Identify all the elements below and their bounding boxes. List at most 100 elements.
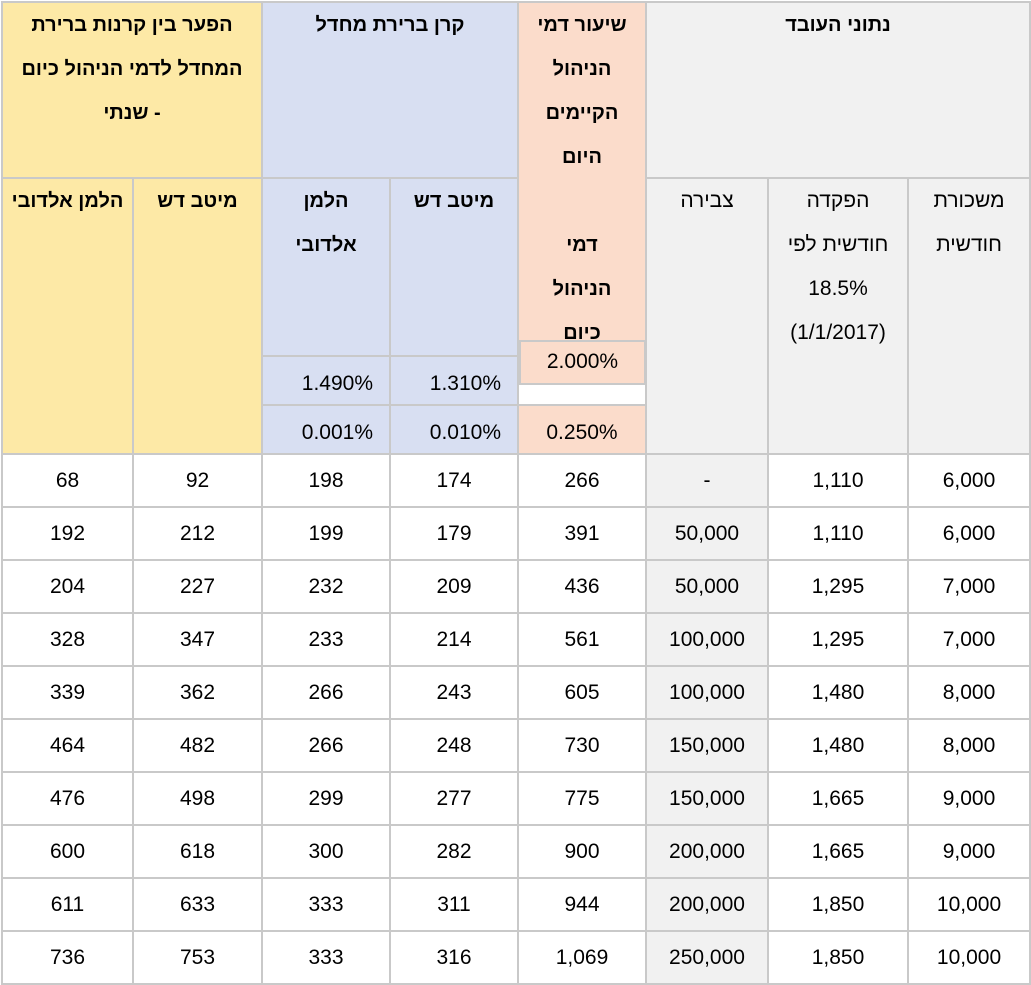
monthly-deposit-cell: 1,295 <box>767 559 909 614</box>
default-fund-group-header: קרן ברירת מחדל <box>261 1 519 179</box>
current-fee-cell: 1,069 <box>517 930 647 985</box>
monthly-salary-cell: 10,000 <box>906 930 1031 985</box>
fund-helman-header: הלמן אלדובי <box>261 177 391 357</box>
current-fee-header: שיעור דמי הניהול הקיימים היום דמי הניהול… <box>517 1 647 357</box>
monthly-salary-cell: 8,000 <box>906 718 1031 773</box>
fund-helman-cell: 199 <box>261 506 391 561</box>
fund-helman-cell: 333 <box>261 930 391 985</box>
monthly-deposit-cell: 1,850 <box>767 930 909 985</box>
gap-meitav-cell: 753 <box>132 930 263 985</box>
accumulation-cell: 150,000 <box>645 771 769 826</box>
accumulation-rate-current: 0.250% <box>517 404 647 455</box>
monthly-salary-cell: 9,000 <box>906 824 1031 879</box>
accumulation-cell: 100,000 <box>645 665 769 720</box>
gap-meitav-cell: 227 <box>132 559 263 614</box>
monthly-salary-cell: 6,000 <box>906 453 1031 508</box>
table-row: 68 92 198 174 266-1,110 6,000 <box>1 453 1031 508</box>
monthly-deposit-cell: 1,480 <box>767 718 909 773</box>
table-row: 339 362 266 243 605 100,000 1,480 8,000 <box>1 665 1031 720</box>
table-row: 192 212 199 179 391 50,000 1,110 6,000 <box>1 506 1031 561</box>
fund-meitav-cell: 214 <box>389 612 519 667</box>
gap-meitav-cell: 498 <box>132 771 263 826</box>
gap-helman-cell: 464 <box>1 718 134 773</box>
table-row: 464 482 266 248 730 150,000 1,480 8,000 <box>1 718 1031 773</box>
gap-helman-cell: 736 <box>1 930 134 985</box>
gap-meitav-cell: 618 <box>132 824 263 879</box>
table-row: 600 618 300 282 900 200,000 1,665 9,000 <box>1 824 1031 879</box>
accumulation-cell: 200,000 <box>645 877 769 932</box>
accumulation-rate-helman: 0.001% <box>261 404 391 455</box>
fund-helman-cell: 233 <box>261 612 391 667</box>
current-fee-cell: 391 <box>517 506 647 561</box>
monthly-deposit-cell: 1,480 <box>767 665 909 720</box>
current-fee-subtitle: דמי הניהול כיום <box>552 234 612 344</box>
fund-meitav-cell: 311 <box>389 877 519 932</box>
gap-meitav-header: מיטב דש <box>132 177 263 455</box>
current-fee-cell: 561 <box>517 612 647 667</box>
gap-meitav-cell: 482 <box>132 718 263 773</box>
gap-meitav-cell: 92 <box>132 453 263 508</box>
fund-meitav-cell: 209 <box>389 559 519 614</box>
current-fee-cell: 775 <box>517 771 647 826</box>
current-fee-cell: 436 <box>517 559 647 614</box>
fund-meitav-cell: 277 <box>389 771 519 826</box>
gap-meitav-cell: 212 <box>132 506 263 561</box>
accumulation-cell: 150,000 <box>645 718 769 773</box>
gap-helman-cell: 68 <box>1 453 134 508</box>
fund-helman-cell: 299 <box>261 771 391 826</box>
fund-helman-cell: 266 <box>261 665 391 720</box>
current-fee-cell: 944 <box>517 877 647 932</box>
gap-helman-header: הלמן אלדובי <box>1 177 134 455</box>
employee-data-group-header: נתוני העובד <box>644 1 1031 179</box>
fund-meitav-cell: 174 <box>389 453 519 508</box>
gap-helman-cell: 600 <box>1 824 134 879</box>
table-row: 328 347 233 214 561 100,000 1,295 7,000 <box>1 612 1031 667</box>
table-row: 611 633 333 311 944 200,000 1,850 10,000 <box>1 877 1031 932</box>
gap-meitav-cell: 362 <box>132 665 263 720</box>
monthly-deposit-header: הפקדה חודשית לפי 18.5% (1/1/2017) <box>767 177 909 455</box>
gap-meitav-cell: 347 <box>132 612 263 667</box>
fund-meitav-header: מיטב דש <box>389 177 519 357</box>
monthly-salary-cell: 10,000 <box>906 877 1031 932</box>
table-row: 476 498 299 277 775 150,000 1,665 9,000 <box>1 771 1031 826</box>
accumulation-cell: 200,000 <box>645 824 769 879</box>
deposit-rate-meitav: 1.310% <box>389 355 519 406</box>
monthly-deposit-cell: 1,110 <box>767 453 909 508</box>
monthly-salary-cell: 7,000 <box>906 612 1031 667</box>
accumulation-cell: 50,000 <box>645 559 769 614</box>
accumulation-cell: 100,000 <box>645 612 769 667</box>
monthly-deposit-cell: 1,110 <box>767 506 909 561</box>
accumulation-header: צבירה <box>645 177 769 455</box>
current-fee-title: שיעור דמי הניהול הקיימים היום <box>537 14 627 168</box>
monthly-deposit-cell: 1,665 <box>767 824 909 879</box>
deposit-rate-current: 2.000% <box>519 340 646 385</box>
monthly-salary-cell: 6,000 <box>906 506 1031 561</box>
accumulation-cell: 50,000 <box>645 506 769 561</box>
fund-helman-cell: 198 <box>261 453 391 508</box>
monthly-salary-cell: 8,000 <box>906 665 1031 720</box>
gap-helman-cell: 328 <box>1 612 134 667</box>
fund-meitav-cell: 248 <box>389 718 519 773</box>
monthly-salary-cell: 9,000 <box>906 771 1031 826</box>
fund-helman-cell: 266 <box>261 718 391 773</box>
gap-helman-cell: 476 <box>1 771 134 826</box>
accumulation-rate-meitav: 0.010% <box>389 404 519 455</box>
accumulation-cell: - <box>645 453 769 508</box>
monthly-salary-cell: 7,000 <box>906 559 1031 614</box>
fund-meitav-cell: 316 <box>389 930 519 985</box>
fund-meitav-cell: 179 <box>389 506 519 561</box>
monthly-deposit-cell: 1,665 <box>767 771 909 826</box>
fund-meitav-cell: 282 <box>389 824 519 879</box>
fund-helman-cell: 300 <box>261 824 391 879</box>
accumulation-cell: 250,000 <box>645 930 769 985</box>
table-row: 204 227 232 209 436 50,000 1,295 7,000 <box>1 559 1031 614</box>
gap-helman-cell: 192 <box>1 506 134 561</box>
gap-helman-cell: 611 <box>1 877 134 932</box>
current-fee-cell: 605 <box>517 665 647 720</box>
monthly-deposit-cell: 1,850 <box>767 877 909 932</box>
gap-meitav-cell: 633 <box>132 877 263 932</box>
gap-helman-cell: 204 <box>1 559 134 614</box>
gap-group-header: הפער בין קרנות ברירת המחדל לדמי הניהול כ… <box>1 1 263 179</box>
fund-helman-cell: 232 <box>261 559 391 614</box>
